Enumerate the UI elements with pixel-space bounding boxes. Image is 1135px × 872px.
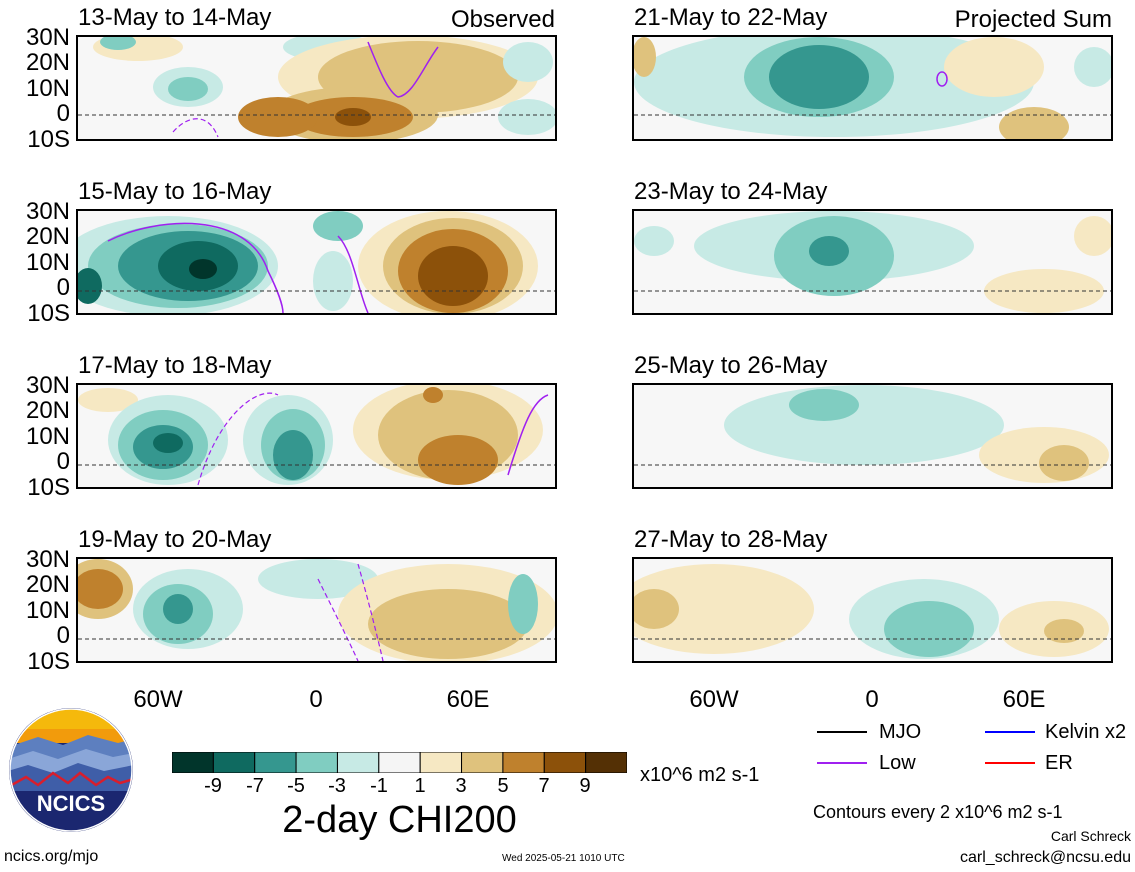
- legend-label-er: ER: [1045, 752, 1073, 774]
- colorbar-tick: -1: [370, 775, 388, 797]
- lat-label: 10S: [27, 126, 70, 153]
- colorbar-swatch: [585, 751, 628, 774]
- map-panel-projected-2: [632, 209, 1113, 315]
- chart-title: 2-day CHI200: [282, 799, 517, 841]
- lon-label: 0: [865, 686, 879, 713]
- colorbar-tick: 3: [455, 775, 467, 797]
- lat-label: 0: [56, 100, 70, 127]
- lon-label: 60W: [133, 686, 183, 713]
- lat-label: 10N: [25, 249, 70, 276]
- map-panel-projected-3: [632, 383, 1113, 489]
- lat-label: 30N: [25, 24, 70, 51]
- panel-title-5: 21-May to 22-May: [634, 4, 828, 31]
- legend-label-low: Low: [879, 752, 916, 774]
- legend-swatch-mjo: [817, 731, 867, 733]
- colorbar-tick: 5: [497, 775, 509, 797]
- panel-title-7: 25-May to 26-May: [634, 352, 828, 379]
- panel-title-3: 17-May to 18-May: [78, 352, 272, 379]
- colorbar-tick: -7: [246, 775, 264, 797]
- colorbar-tick: -9: [204, 775, 222, 797]
- colorbar-swatch: [295, 751, 338, 774]
- map-panel-projected-4: [632, 557, 1113, 663]
- colorbar-swatch: [336, 751, 380, 774]
- lat-label: 30N: [25, 372, 70, 399]
- panel-title-2: 15-May to 16-May: [78, 178, 272, 205]
- colorbar-swatch: [254, 751, 297, 774]
- lon-label: 60E: [446, 686, 490, 713]
- footer-timestamp: Wed 2025-05-21 1010 UTC: [502, 853, 625, 864]
- lat-label: 0: [56, 448, 70, 475]
- colorbar-swatch: [212, 751, 256, 774]
- lat-label: 10N: [25, 597, 70, 624]
- panel-title-6: 23-May to 24-May: [634, 178, 828, 205]
- lat-label: 10S: [27, 300, 70, 327]
- lat-label: 20N: [25, 397, 70, 424]
- colorbar-tick: 7: [538, 775, 550, 797]
- legend-swatch-er: [985, 762, 1035, 764]
- map-panel-observed-2: [76, 209, 557, 315]
- colorbar-swatch: [461, 751, 504, 774]
- colorbar-swatch: [378, 751, 421, 774]
- lat-label: 10N: [25, 75, 70, 102]
- colorbar-units: x10^6 m2 s-1: [640, 764, 760, 786]
- colorbar: [171, 751, 628, 774]
- lat-label: 30N: [25, 546, 70, 573]
- lat-label: 20N: [25, 223, 70, 250]
- legend-label-mjo: MJO: [879, 721, 922, 743]
- colorbar-tick: 9: [579, 775, 591, 797]
- colorbar-tick: 1: [414, 775, 426, 797]
- colorbar-swatch: [502, 751, 545, 774]
- panel-title-8: 27-May to 28-May: [634, 526, 828, 553]
- legend-label-kelvin: Kelvin x2: [1045, 721, 1127, 743]
- panel-title-1: 13-May to 14-May: [78, 4, 272, 31]
- lat-label: 10N: [25, 423, 70, 450]
- lon-label: 60W: [689, 686, 739, 713]
- lat-label: 0: [56, 274, 70, 301]
- lat-label: 20N: [25, 49, 70, 76]
- legend-swatch-kelvin: [985, 731, 1035, 733]
- lon-label: 60E: [1002, 686, 1046, 713]
- logo-text: NCICS: [37, 791, 105, 816]
- colorbar-tick: -5: [287, 775, 305, 797]
- colorbar-swatch: [419, 751, 463, 774]
- footer-url: ncics.org/mjo: [4, 848, 99, 865]
- colorbar-swatch: [171, 751, 214, 774]
- footer-author: Carl Schreck: [1050, 828, 1131, 844]
- contour-note: Contours every 2 x10^6 m2 s-1: [813, 802, 1063, 822]
- colorbar-swatch: [543, 751, 587, 774]
- ncics-logo: NCICS: [8, 707, 134, 833]
- panel-title-4: 19-May to 20-May: [78, 526, 272, 553]
- colorbar-swatches: [171, 751, 628, 774]
- map-panel-observed-1: [76, 35, 557, 141]
- lat-label: 10S: [27, 474, 70, 501]
- lat-label: 0: [56, 622, 70, 649]
- map-panel-observed-3: [76, 383, 557, 489]
- lon-label: 0: [309, 686, 323, 713]
- panel-tag-observed: Observed: [450, 6, 555, 33]
- legend-swatch-low: [817, 762, 867, 764]
- lat-label: 20N: [25, 571, 70, 598]
- map-panel-observed-4: [76, 557, 557, 663]
- panel-tag-projected: Projected Sum: [954, 6, 1112, 33]
- map-panel-projected-1: [632, 35, 1113, 141]
- lat-label: 10S: [27, 648, 70, 675]
- footer-email: carl_schreck@ncsu.edu: [960, 849, 1131, 866]
- colorbar-tick: -3: [328, 775, 346, 797]
- lat-label: 30N: [25, 198, 70, 225]
